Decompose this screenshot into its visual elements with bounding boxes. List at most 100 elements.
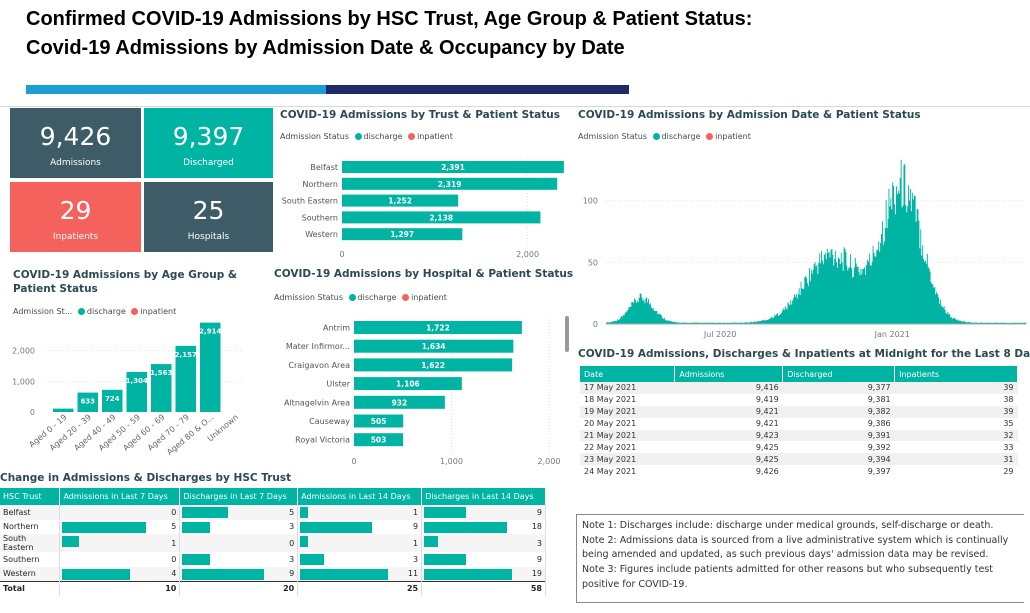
bar[interactable] [354, 395, 445, 409]
bar[interactable] [354, 377, 462, 391]
table-row[interactable]: Southern 0 3 3 9 [0, 552, 546, 567]
table-row[interactable]: 23 May 2021 9,425 9,394 31 [580, 453, 1018, 466]
column-header[interactable]: Discharged [782, 366, 896, 382]
data-bar [182, 554, 210, 565]
discharge-dot-icon [652, 133, 660, 140]
data-label: 932 [392, 398, 408, 407]
age-chart-legend[interactable]: Admission St... discharge inpatient [13, 307, 176, 316]
trust-chart-legend[interactable]: Admission Status discharge inpatient [280, 132, 453, 141]
occupancy-table[interactable]: Date Admissions Discharged Inpatients 17 Ma… [580, 366, 1018, 477]
y-tick-label: 0 [30, 408, 35, 417]
bar[interactable] [102, 389, 123, 412]
data-label: 724 [105, 395, 120, 403]
table-row[interactable]: 21 May 2021 9,423 9,391 32 [580, 429, 1018, 442]
x-tick-label: 0 [339, 250, 344, 259]
table-row[interactable]: South Eastern 1 0 1 3 [0, 534, 546, 552]
x-tick-label: 0 [351, 457, 356, 466]
hospital-chart-legend[interactable]: Admission Status discharge inpatient [274, 293, 447, 302]
column-header[interactable]: Date [580, 366, 676, 382]
table-cell: 20 May 2021 [584, 419, 637, 429]
column-header[interactable]: Admissions in Last 14 Days [297, 488, 423, 505]
occupancy-table-title: COVID-19 Admissions, Discharges & Inpati… [578, 348, 1030, 360]
value-text: 0 [171, 554, 177, 564]
kpi-label: Discharged [183, 158, 234, 168]
table-cell: 9,392 [867, 442, 891, 452]
table-row[interactable]: 24 May 2021 9,426 9,397 29 [580, 465, 1018, 477]
data-label: 505 [371, 417, 387, 426]
note-2: Note 2: Admissions data is sourced from … [582, 534, 1009, 561]
value-cell: 19 [421, 566, 546, 581]
column-header[interactable]: Discharges in Last 14 Days [421, 488, 546, 505]
date-column-chart[interactable]: 0 50 100 Jul 2020 Jan 2021 [578, 159, 1030, 342]
table-row[interactable]: Northern 5 3 9 18 [0, 519, 546, 534]
bar[interactable] [354, 414, 404, 428]
date-chart-legend[interactable]: Admission Status discharge inpatient [578, 132, 751, 141]
data-bar [182, 521, 210, 533]
legend-inpatient: inpatient [715, 132, 751, 141]
value-cell: 1 [59, 534, 181, 552]
value-text: 1 [171, 538, 177, 548]
trust-name: Western [0, 566, 61, 581]
table-row[interactable]: 22 May 2021 9,425 9,392 33 [580, 441, 1018, 453]
bar[interactable] [342, 161, 564, 173]
inpatient-dot-icon [408, 133, 416, 140]
kpi-hospitals[interactable]: 25 Hospitals [144, 182, 273, 252]
value-cell: 9 [297, 519, 423, 534]
data-bar [300, 554, 325, 565]
bar[interactable] [342, 194, 459, 207]
bar[interactable] [354, 321, 522, 334]
x-tick-label: Jan 2021 [874, 330, 910, 339]
trust-change-table[interactable]: HSC Trust Admissions in Last 7 Days Discha… [0, 488, 546, 596]
legend-title: Admission Status [578, 132, 647, 141]
kpi-discharged[interactable]: 9,397 Discharged [144, 108, 273, 178]
table-row[interactable]: 19 May 2021 9,421 9,382 39 [580, 405, 1018, 418]
table-row[interactable]: 18 May 2021 9,419 9,381 38 [580, 394, 1018, 406]
column-header[interactable]: Inpatients [894, 366, 1018, 382]
bar[interactable] [77, 392, 99, 412]
hospital-chart-title: COVID-19 Admissions by Hospital & Patien… [274, 268, 574, 280]
kpi-admissions[interactable]: 9,426 Admissions [10, 108, 141, 178]
kpi-inpatients[interactable]: 29 Inpatients [10, 182, 141, 252]
bar[interactable] [200, 322, 221, 412]
table-row[interactable]: Belfast 0 5 1 9 [0, 505, 546, 520]
bar[interactable] [175, 345, 197, 412]
table-cell: 9,377 [782, 382, 895, 394]
trust-bar-chart[interactable]: 0 2,000 Belfast 2,391 Northern 2,319 South Eas… [280, 155, 564, 265]
value-text: 3 [413, 554, 419, 564]
value-cell: 4 [59, 566, 181, 581]
category-label: Causeway [309, 417, 350, 426]
table-row[interactable]: 20 May 2021 9,421 9,386 35 [580, 418, 1018, 430]
bar[interactable] [354, 339, 514, 353]
y-tick-label: 1,000 [12, 377, 35, 386]
x-tick-label: 1,000 [440, 457, 463, 466]
bar[interactable] [354, 433, 404, 447]
data-bar [424, 536, 438, 547]
column-header[interactable]: Admissions [674, 366, 784, 382]
table-cell: 23 May 2021 [580, 453, 675, 466]
bar[interactable] [53, 408, 74, 412]
hospital-bar-chart[interactable]: 0 1,000 2,000 Antrim 1,722 Mater Infirmor... 1… [274, 315, 564, 475]
value-cell: 3 [297, 552, 423, 567]
table-cell: 19 May 2021 [580, 405, 675, 418]
table-row[interactable]: 17 May 2021 9,416 9,377 39 [580, 382, 1018, 394]
table-row[interactable]: Western 4 9 11 19 [0, 566, 546, 581]
table-cell: 9,425 [755, 442, 779, 452]
bar[interactable] [342, 228, 463, 241]
bar[interactable] [342, 211, 541, 224]
table-cell: 9,423 [674, 429, 783, 442]
table-cell: 9,386 [867, 419, 891, 429]
bar[interactable] [126, 372, 148, 412]
column-header[interactable]: HSC Trust [0, 488, 61, 505]
scrollbar[interactable] [565, 316, 569, 352]
category-label: Altnagelvin Area [284, 398, 350, 407]
bar[interactable] [151, 364, 172, 412]
bar[interactable] [342, 177, 558, 190]
column-header[interactable]: Admissions in Last 7 Days [59, 488, 181, 505]
column-header[interactable]: Discharges in Last 7 Days [179, 488, 299, 505]
bar[interactable] [354, 358, 513, 372]
legend-discharge: discharge [661, 132, 701, 141]
total-value: 20 [179, 580, 299, 596]
category-label: Southern [302, 213, 338, 222]
legend-discharge: discharge [86, 307, 126, 316]
